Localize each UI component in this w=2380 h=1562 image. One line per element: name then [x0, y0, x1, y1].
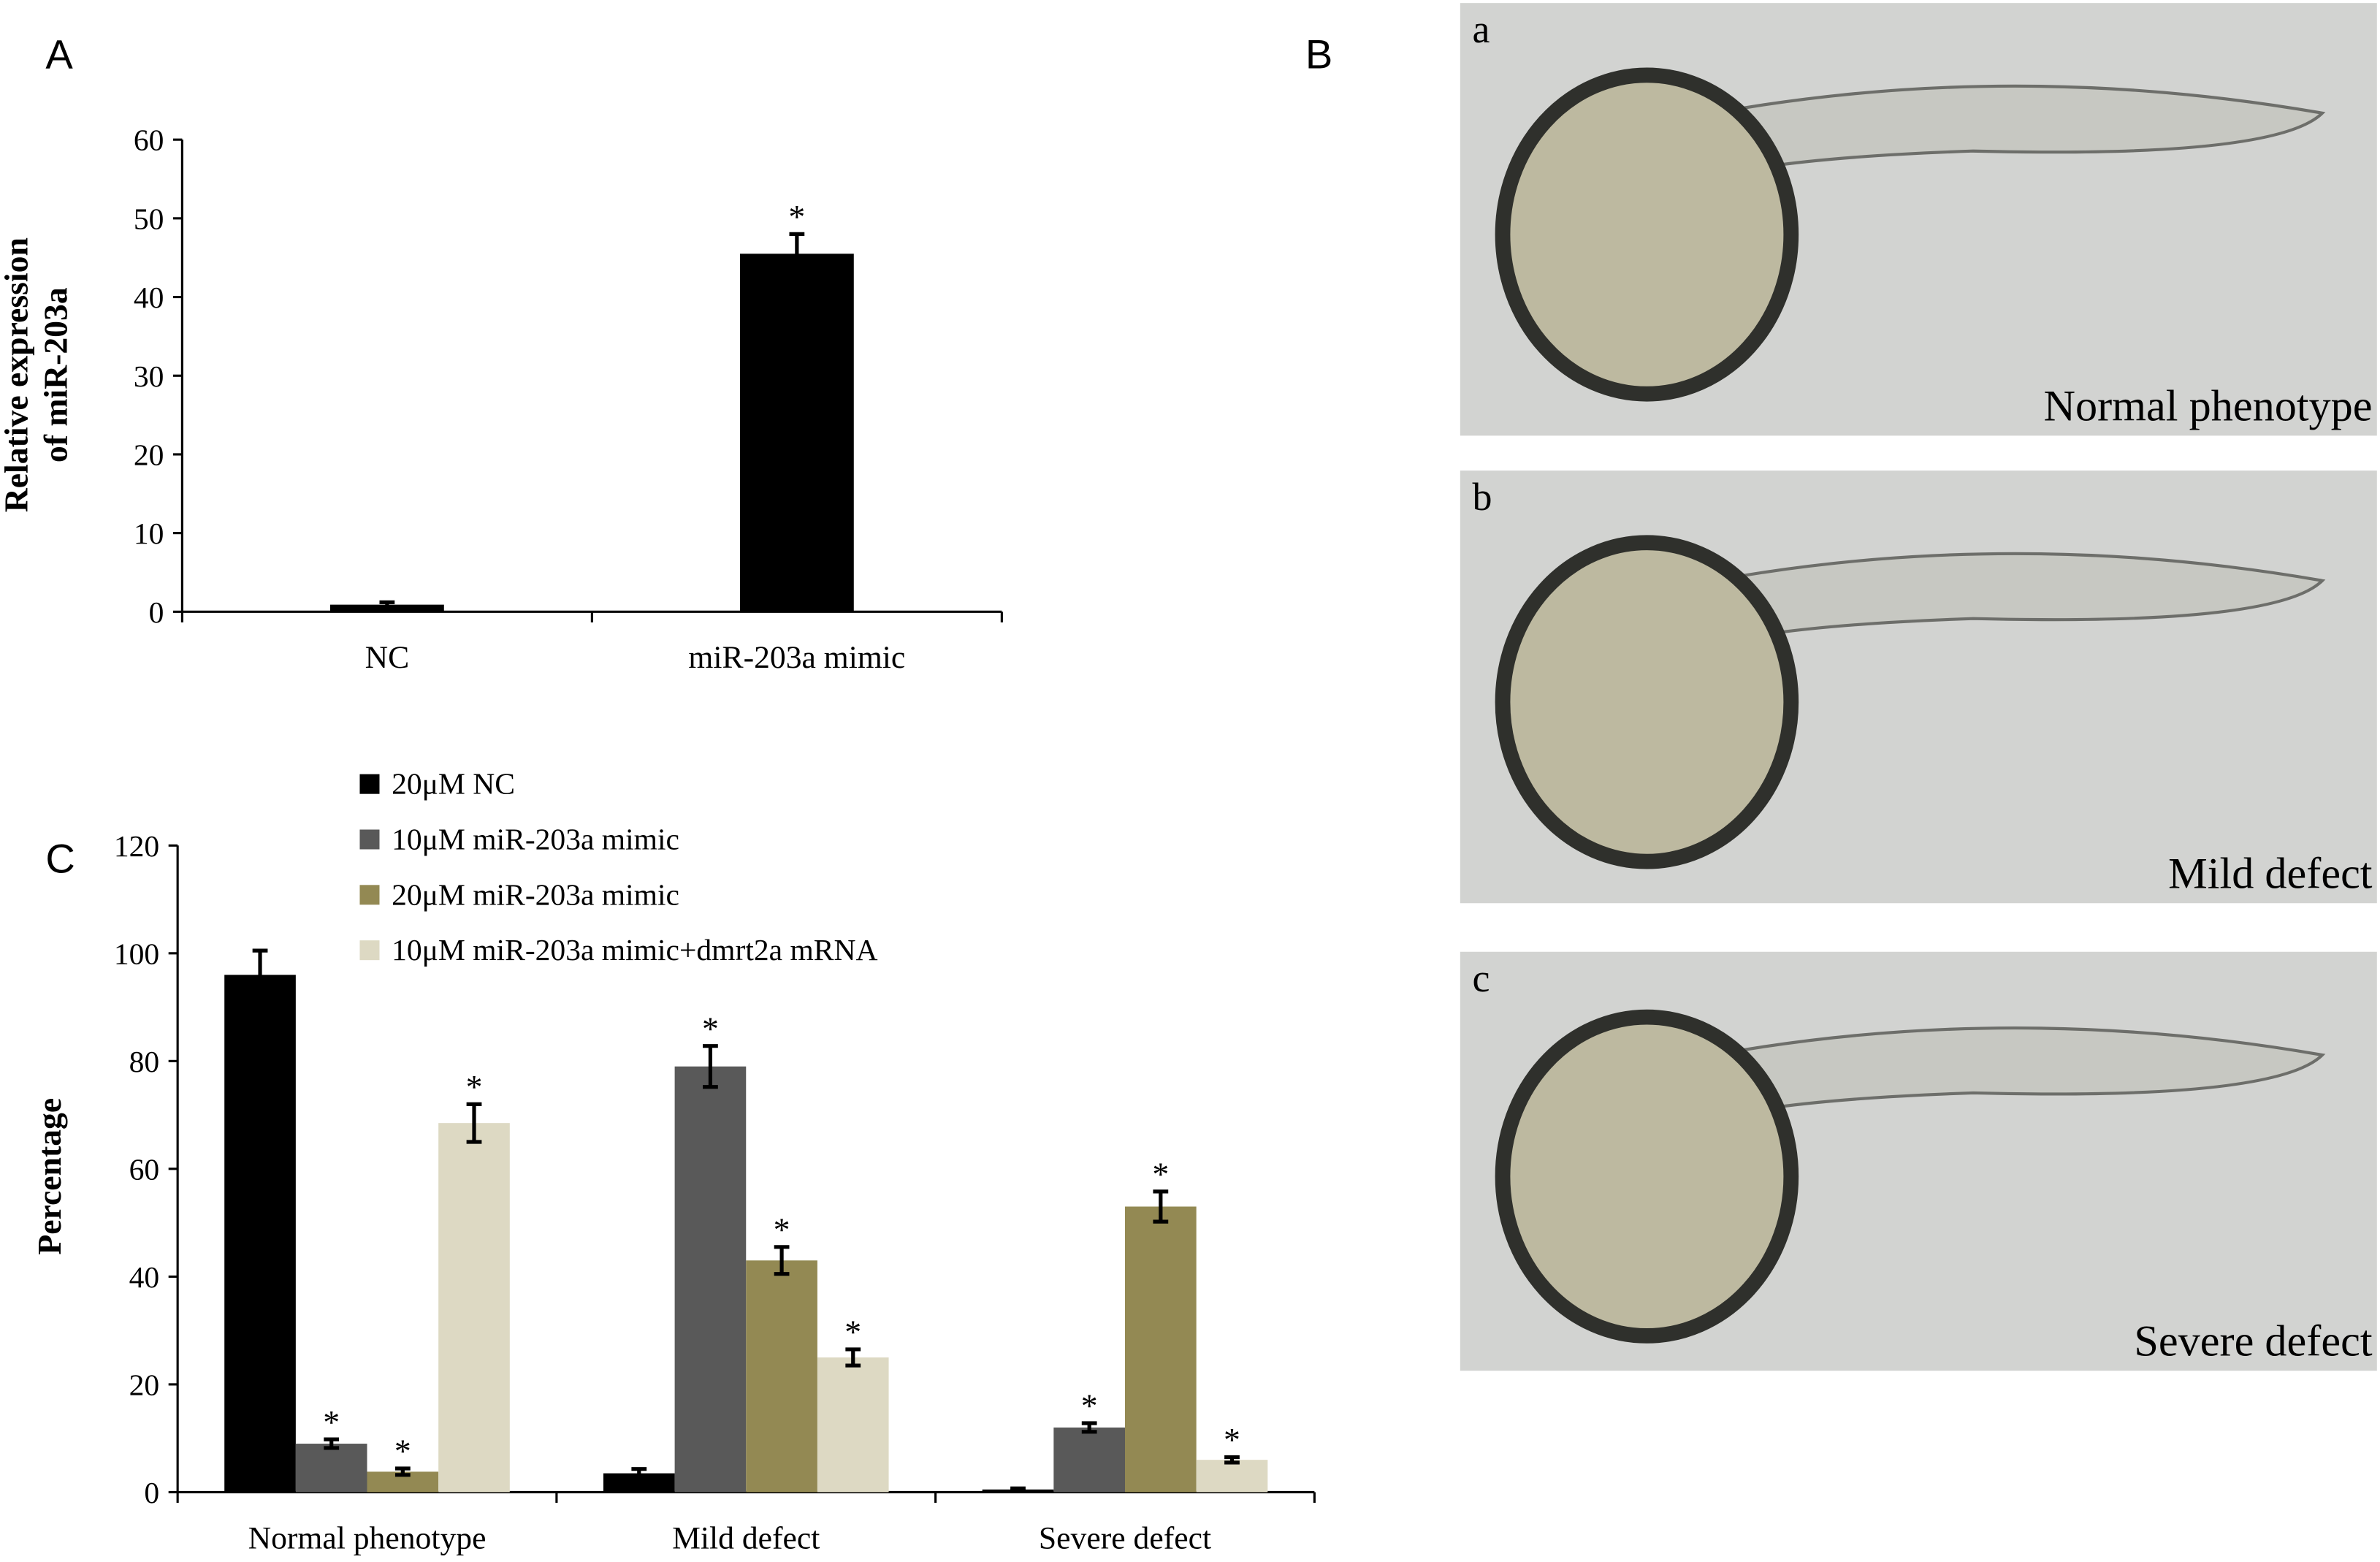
y-tick-label: 60: [129, 1152, 160, 1186]
bar: [674, 1066, 747, 1493]
y-axis-label: of miR-203a: [37, 287, 74, 462]
y-tick-label: 0: [149, 595, 164, 629]
y-tick-label: 10: [134, 517, 164, 550]
error-bar: [774, 1245, 790, 1276]
bar: [1125, 1206, 1197, 1493]
photo-caption: Mild defect: [2168, 849, 2373, 898]
error-bar: [1224, 1455, 1240, 1465]
legend-label: 20μM NC: [392, 767, 515, 801]
bar: [438, 1123, 510, 1493]
error-bar: [466, 1102, 482, 1144]
photo-letter: c: [1472, 956, 1490, 1000]
y-tick-label: 40: [134, 281, 164, 314]
error-bar: [1010, 1486, 1026, 1493]
legend-label: 10μM miR-203a mimic+dmrt2a mRNA: [392, 933, 877, 967]
photo-letter: b: [1472, 475, 1492, 519]
bar: [739, 254, 854, 612]
significance-marker: *: [702, 1010, 719, 1047]
y-tick-label: 40: [129, 1260, 160, 1294]
bar: [817, 1357, 889, 1493]
photo-caption: Normal phenotype: [2043, 382, 2372, 431]
y-tick-label: 100: [114, 937, 159, 970]
embryo-tail: [1636, 84, 2326, 191]
y-axis-label: Percentage: [31, 1098, 68, 1255]
legend-label: 10μM miR-203a mimic: [392, 822, 679, 856]
embryo-yolk: [1495, 67, 1799, 402]
significance-marker: *: [323, 1403, 340, 1441]
error-bar: [252, 948, 268, 1002]
embryo-tail: [1636, 1026, 2326, 1133]
y-tick-label: 0: [144, 1476, 159, 1509]
error-bar: [324, 1437, 340, 1450]
embryo-tail: [1636, 552, 2326, 659]
error-bar: [703, 1044, 718, 1089]
y-tick-label: 30: [134, 359, 164, 393]
legend-swatch: [359, 774, 380, 794]
y-tick-label: 80: [129, 1045, 160, 1078]
bar: [295, 1444, 367, 1493]
panel-label: B: [1305, 31, 1332, 77]
bar: [1053, 1427, 1126, 1493]
significance-marker: *: [466, 1068, 483, 1105]
legend-swatch: [359, 829, 380, 850]
error-bar: [379, 600, 395, 609]
x-tick-label: NC: [365, 640, 410, 675]
bar: [1196, 1460, 1268, 1493]
error-bar: [1081, 1421, 1097, 1434]
bar: [746, 1260, 817, 1493]
embryo-yolk: [1495, 535, 1799, 869]
legend-swatch: [359, 885, 380, 905]
error-bar: [789, 232, 805, 275]
panel-label: C: [45, 836, 75, 882]
x-tick-label: Normal phenotype: [248, 1520, 487, 1555]
x-tick-label: Severe defect: [1039, 1520, 1211, 1555]
photo-caption: Severe defect: [2134, 1317, 2372, 1365]
significance-marker: *: [394, 1433, 411, 1470]
y-tick-label: 60: [134, 123, 164, 157]
significance-marker: *: [788, 198, 805, 235]
error-bar: [394, 1466, 411, 1477]
y-axis-label: Relative expression: [0, 237, 34, 512]
panel-label: A: [45, 31, 73, 77]
legend-label: 20μM miR-203a mimic: [392, 877, 679, 911]
significance-marker: *: [1081, 1387, 1098, 1425]
x-tick-label: miR-203a mimic: [688, 640, 905, 675]
embryo-yolk: [1495, 1009, 1799, 1344]
significance-marker: *: [774, 1211, 790, 1249]
significance-marker: *: [1224, 1421, 1240, 1458]
error-bar: [1153, 1189, 1169, 1224]
x-tick-label: Mild defect: [672, 1520, 820, 1555]
error-bar: [631, 1467, 647, 1480]
bar: [224, 975, 296, 1493]
y-tick-label: 120: [114, 829, 159, 863]
error-bar: [845, 1347, 861, 1368]
significance-marker: *: [844, 1314, 861, 1351]
y-tick-label: 20: [134, 438, 164, 471]
y-tick-label: 50: [134, 202, 164, 235]
significance-marker: *: [1152, 1156, 1169, 1193]
legend-swatch: [359, 940, 380, 961]
y-tick-label: 20: [129, 1368, 160, 1401]
photo-letter: a: [1472, 7, 1490, 51]
